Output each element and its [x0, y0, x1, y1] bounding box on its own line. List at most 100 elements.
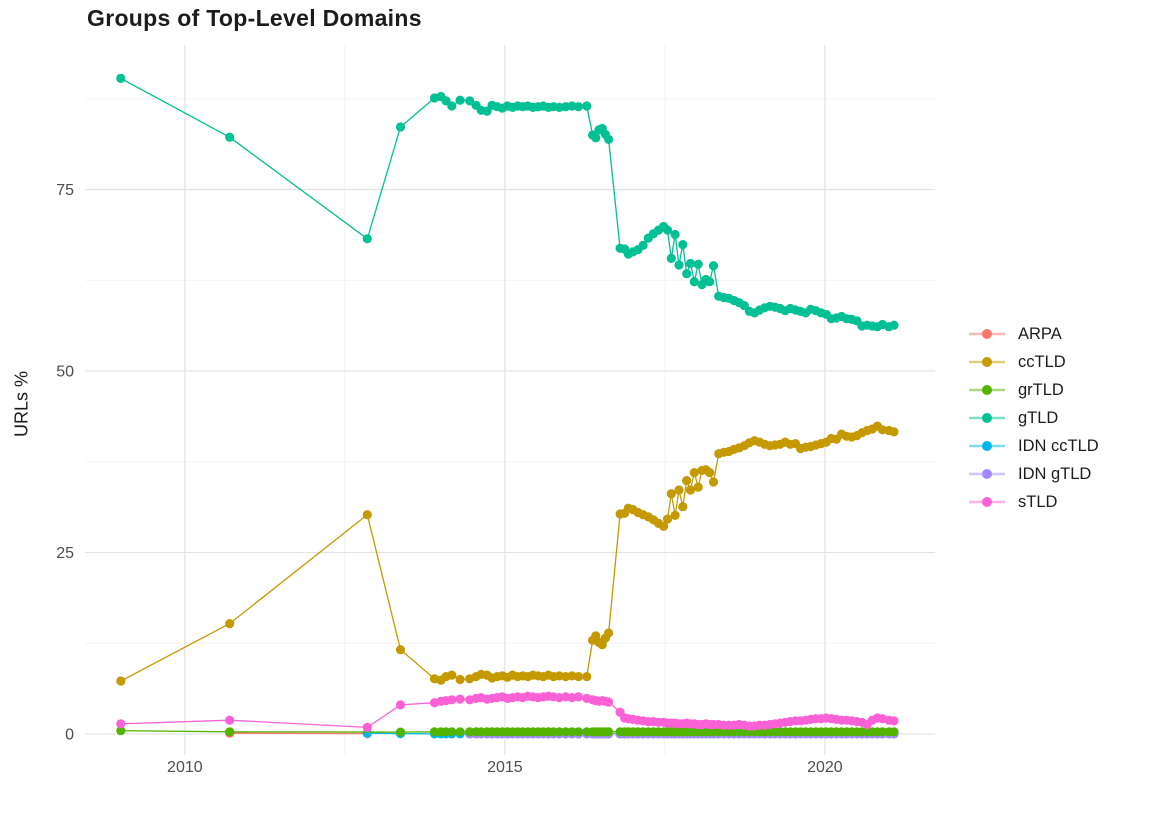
- legend-label: ARPA: [1018, 324, 1062, 343]
- data-point: [666, 253, 676, 263]
- data-point: [889, 727, 899, 737]
- data-point: [682, 476, 692, 486]
- data-point: [685, 258, 696, 269]
- data-point: [582, 672, 592, 682]
- data-point: [447, 101, 457, 111]
- data-point: [225, 715, 235, 725]
- data-point: [455, 95, 465, 105]
- legend-item-idn-gtld: IDN gTLD: [967, 460, 1099, 488]
- data-point: [662, 225, 673, 235]
- data-point: [447, 670, 457, 680]
- data-point: [708, 261, 719, 271]
- data-point: [705, 277, 715, 287]
- data-point: [395, 645, 406, 655]
- data-point: [604, 628, 614, 638]
- data-point: [447, 695, 457, 705]
- y-axis-title: URLs %: [11, 370, 32, 438]
- legend-item-stld: sTLD: [967, 488, 1099, 516]
- data-point: [682, 269, 692, 279]
- legend-key-icon: [969, 357, 1005, 367]
- data-point: [455, 674, 465, 685]
- series-gtld: [116, 73, 899, 332]
- data-point: [455, 727, 465, 737]
- data-point: [395, 122, 406, 132]
- data-point: [685, 485, 696, 495]
- data-point: [567, 727, 577, 737]
- data-point: [116, 676, 126, 686]
- data-point: [689, 468, 699, 478]
- data-point: [670, 510, 680, 520]
- data-point: [877, 727, 888, 737]
- data-point: [659, 521, 669, 531]
- data-point: [889, 320, 899, 330]
- legend-key-icon: [969, 441, 1005, 451]
- data-point: [604, 134, 614, 144]
- x-axis-ticks: 2010 2015 2020: [167, 759, 843, 776]
- legend-item-cctld: ccTLD: [967, 348, 1099, 376]
- y-tick-label: 50: [56, 363, 74, 380]
- data-point: [455, 694, 465, 704]
- x-tick-label: 2015: [487, 759, 523, 776]
- data-point: [674, 260, 684, 270]
- legend-key-icon: [969, 385, 1005, 395]
- data-point: [447, 727, 457, 737]
- data-point: [573, 727, 584, 737]
- data-point: [395, 700, 406, 710]
- data-point: [561, 727, 571, 737]
- series-grtld: [116, 726, 899, 737]
- gridlines: [85, 45, 935, 755]
- data-point: [465, 727, 475, 737]
- series-cctld: [116, 421, 899, 686]
- data-point: [678, 240, 688, 250]
- y-tick-label: 75: [56, 182, 74, 199]
- data-point: [225, 132, 235, 142]
- data-point: [573, 102, 584, 112]
- legend-label: gTLD: [1018, 408, 1059, 427]
- y-tick-label: 0: [65, 726, 74, 743]
- data-point: [395, 727, 406, 737]
- data-point: [705, 468, 715, 478]
- data-point: [429, 727, 440, 737]
- legend-label: ccTLD: [1018, 352, 1066, 371]
- legend-item-arpa: ARPA: [967, 320, 1099, 348]
- data-point: [116, 73, 126, 83]
- legend-label: sTLD: [1018, 492, 1058, 511]
- legend-label: IDN ccTLD: [1018, 436, 1099, 455]
- data-point: [554, 727, 564, 737]
- data-point: [693, 259, 703, 269]
- data-point: [662, 514, 673, 524]
- data-point: [465, 96, 475, 106]
- data-point: [116, 719, 126, 729]
- data-point: [362, 234, 372, 244]
- data-point: [225, 727, 235, 737]
- legend-item-grtld: grTLD: [967, 376, 1099, 404]
- data-point: [674, 485, 684, 495]
- data-point: [116, 726, 126, 736]
- data-point: [678, 502, 688, 512]
- data-point: [582, 101, 592, 111]
- legend: ARPA ccTLD grTLD gTLD IDN ccTLD IDN gTLD sTLD: [967, 320, 1099, 516]
- legend-label: grTLD: [1018, 380, 1064, 399]
- legend-item-idn-cctld: IDN ccTLD: [967, 432, 1099, 460]
- series-arpa: [225, 728, 372, 739]
- data-point: [225, 619, 235, 629]
- y-tick-label: 25: [56, 545, 74, 562]
- y-axis-ticks: 0 25 50 75: [56, 182, 74, 743]
- data-point: [670, 229, 680, 240]
- legend-label: IDN gTLD: [1018, 464, 1092, 483]
- series-stld: [116, 691, 899, 733]
- legend-key-icon: [969, 329, 1005, 339]
- x-tick-label: 2020: [807, 759, 843, 776]
- legend-key-icon: [969, 413, 1005, 423]
- data-point: [573, 692, 584, 702]
- legend-key-icon: [969, 497, 1005, 507]
- legend-item-gtld: gTLD: [967, 404, 1099, 432]
- data-point: [591, 133, 601, 143]
- data-point: [573, 672, 584, 682]
- data-point: [604, 727, 614, 737]
- plot-title: Groups of Top-Level Domains: [87, 5, 422, 31]
- data-point: [638, 240, 648, 250]
- data-point: [693, 482, 703, 492]
